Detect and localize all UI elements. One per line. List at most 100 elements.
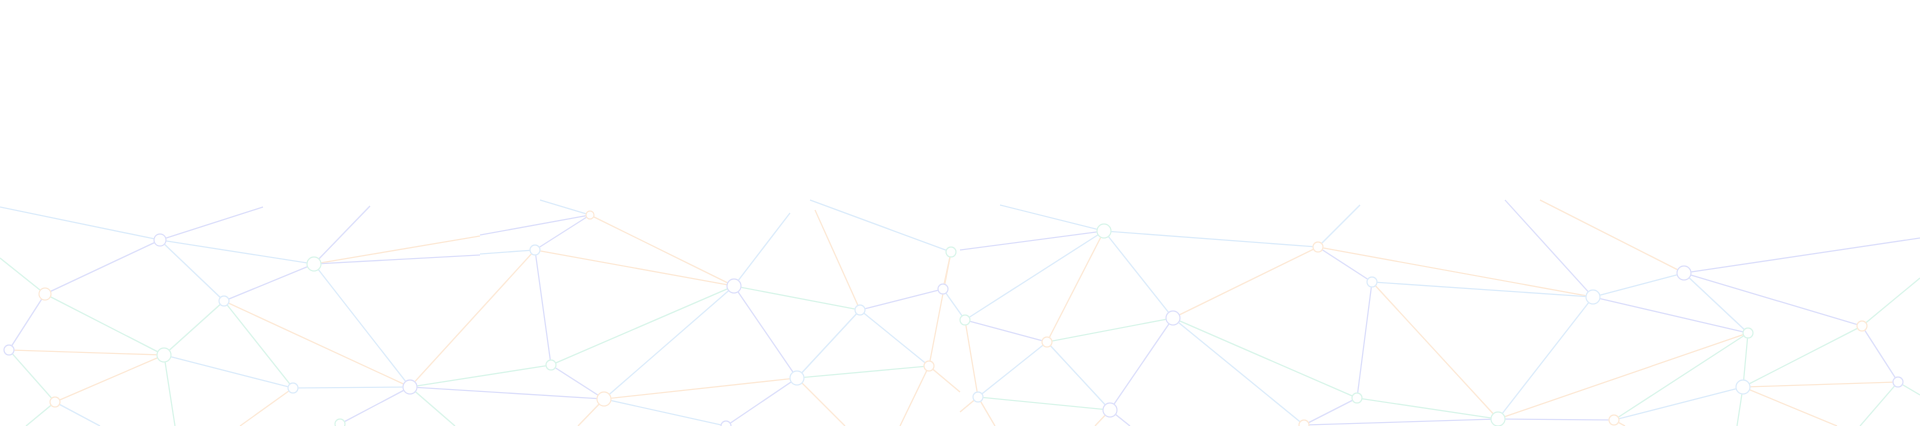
network-edge [8,349,56,403]
network-node [1102,402,1118,418]
network-node [1490,411,1506,426]
network-edge [733,212,791,287]
network-edge [725,377,798,426]
network-edge [1356,281,1373,399]
network-edge [159,206,264,241]
network-edge [603,377,798,400]
network-edge [163,354,176,426]
network-edge [733,285,861,311]
network-edge [409,249,536,388]
network-edge [796,309,861,379]
network-node [1298,419,1310,426]
network-edge [1109,317,1174,411]
network-node [3,344,15,356]
network-edge [159,239,315,265]
network-edge [223,300,411,388]
network-edge [44,293,165,356]
network-edge [999,204,1105,232]
network-nodes [3,210,1904,426]
network-edge [1613,386,1744,421]
network-edge [479,214,591,236]
network-edge [1172,246,1319,319]
network-edge [44,239,161,295]
network-edge [534,249,735,287]
network-edges [0,199,1920,426]
network-edge [1859,381,1899,426]
network-edge [223,300,294,389]
network-edge [54,401,101,426]
network-edge [54,354,165,403]
network-edge [809,199,952,253]
network-edge [1497,332,1749,420]
network-edge [1103,230,1174,319]
network-node [720,420,732,426]
network-edge [1592,272,1685,298]
network-edge [223,263,315,302]
network-edge [25,401,56,426]
network-edge [1317,246,1594,298]
network-node [156,347,172,363]
network-node [218,295,230,307]
network-edge [1303,397,1358,426]
network-edge [159,239,225,302]
network-node [1742,327,1754,339]
network-edge [959,230,1105,251]
network-edge [313,254,481,265]
network-edge [1683,272,1863,327]
network-node [334,418,346,426]
network-node [1735,379,1751,395]
network-edge [1103,230,1319,248]
network-edge [1504,199,1594,298]
network-node [726,278,742,294]
network-edge [964,230,1105,321]
network-edge [1592,296,1749,334]
network-node [1041,336,1053,348]
network-edge [550,285,735,366]
network-node [529,244,541,256]
network-edge [479,249,536,255]
network-edge [859,309,930,367]
network-edge [1046,341,1111,411]
network-node [945,246,957,258]
network-edge [928,365,961,393]
network-edge [1356,397,1499,420]
network-node [596,391,612,407]
network-edge [1742,381,1899,388]
network-edge [1683,237,1920,274]
network-edge [977,396,1111,411]
network-edge [1046,317,1174,343]
network-edge [1497,296,1594,420]
network-node [306,256,322,272]
network-edge [1317,204,1361,248]
network-node [1856,320,1868,332]
network-edge [313,263,411,388]
network-node [972,391,984,403]
network-node [1892,376,1904,388]
network-edge [964,319,1048,343]
network-node [1585,289,1601,305]
network-node [287,382,299,394]
network-node [545,359,557,371]
network-edge [1613,332,1749,421]
network-edge [1046,230,1105,343]
network-edge [0,206,161,241]
network-edge [589,214,735,287]
network-edge [1539,199,1685,274]
network-edge [1371,281,1594,298]
network-edge [603,398,727,426]
network-edge [796,365,930,379]
network-edge [239,387,294,426]
network-edge [163,300,225,356]
network-edge [1172,317,1305,426]
network-edge [964,319,979,398]
network-edge [339,386,411,425]
network-edge [1303,418,1499,426]
network-edge [534,214,591,251]
network-edge [0,257,46,295]
network-node [854,304,866,316]
network-node [923,360,935,372]
network-node [1096,223,1112,239]
network-edge [163,354,294,389]
network-node [1676,265,1692,281]
